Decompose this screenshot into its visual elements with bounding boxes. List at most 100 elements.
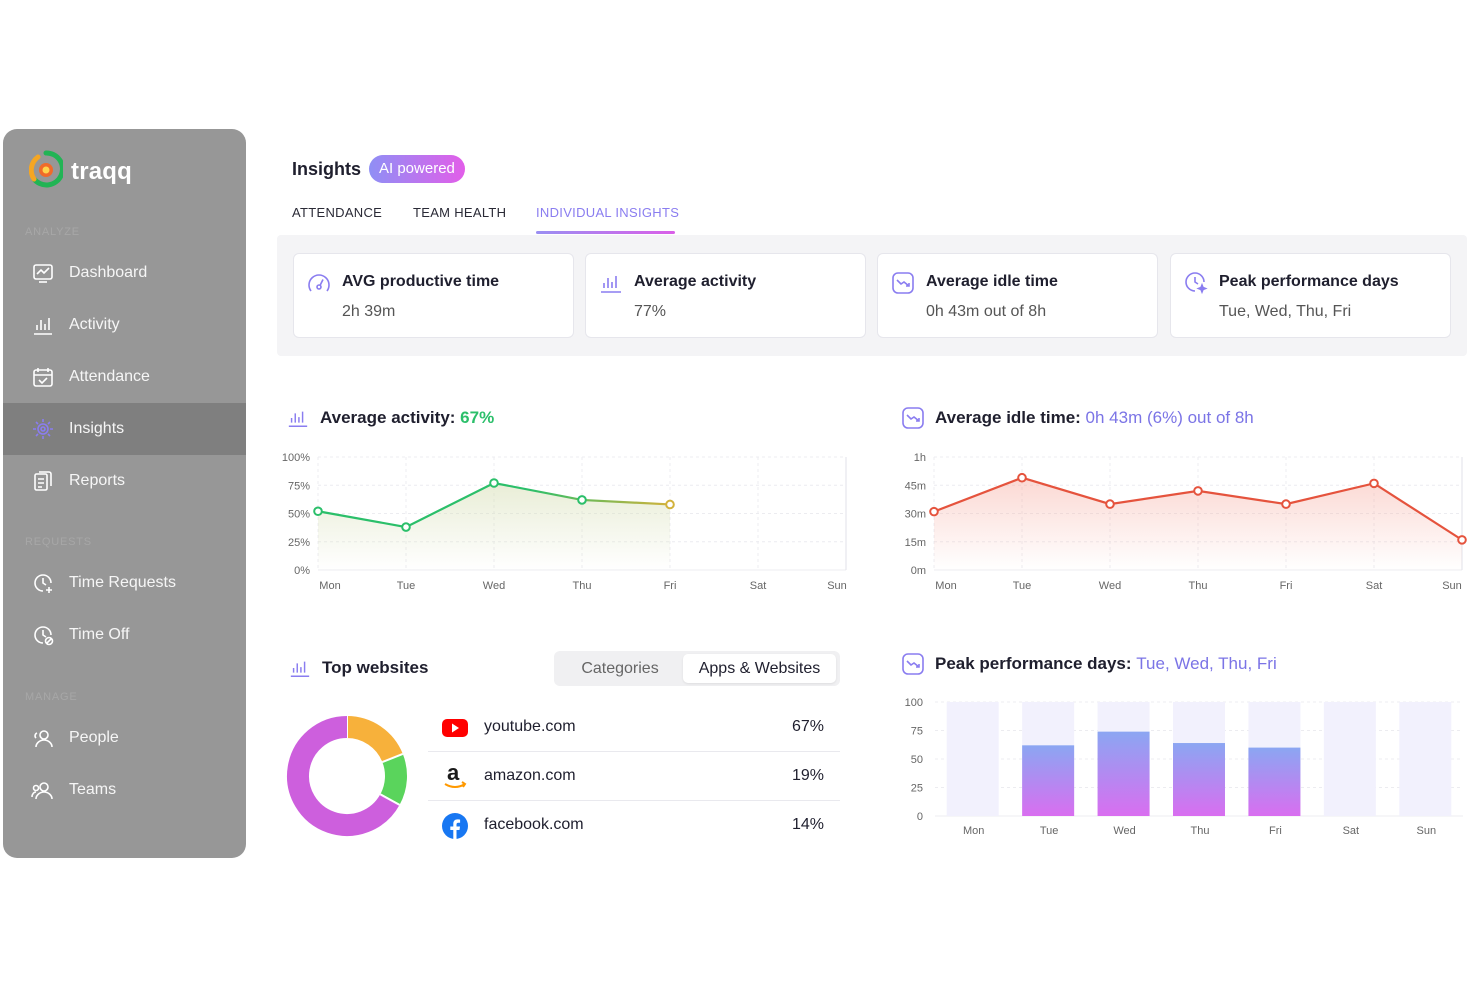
website-name: amazon.com bbox=[484, 767, 576, 784]
bar-chart-icon bbox=[598, 270, 624, 296]
data-point bbox=[489, 478, 499, 488]
lightbulb-icon bbox=[31, 417, 55, 441]
sidebar-item-label: People bbox=[69, 729, 119, 746]
clock-off-icon bbox=[31, 623, 55, 647]
data-point bbox=[1369, 478, 1379, 489]
x-tick-label: Fri bbox=[1280, 580, 1293, 592]
idle-line-chart: 1h 45m 30m 15m 0m Mon Tue Wed Thu Fri Sat Sun bbox=[905, 452, 1467, 592]
data-point bbox=[1193, 486, 1203, 496]
dashboard-icon bbox=[31, 261, 55, 285]
card-title: Peak performance days bbox=[1219, 273, 1399, 290]
website-name: facebook.com bbox=[484, 816, 584, 833]
y-tick-label: 15m bbox=[905, 537, 926, 549]
x-tick-label: Thu bbox=[1191, 825, 1210, 837]
website-percent: 14% bbox=[791, 816, 824, 833]
data-point bbox=[1281, 499, 1291, 509]
toggle-categories[interactable]: Categories bbox=[581, 660, 659, 677]
active-tab-indicator bbox=[536, 231, 675, 234]
y-tick-label: 1h bbox=[914, 452, 926, 464]
x-tick-label: Wed bbox=[1113, 825, 1135, 837]
sidebar-item-attendance[interactable]: Attendance bbox=[3, 351, 246, 403]
x-tick-label: Mon bbox=[935, 580, 956, 592]
idle-title-text: Average idle time: bbox=[935, 408, 1081, 427]
bar-background bbox=[946, 702, 999, 816]
card-value: 77% bbox=[634, 303, 667, 320]
website-percent: 19% bbox=[791, 767, 824, 784]
section-label-analyze: ANALYZE bbox=[25, 226, 80, 238]
donut-slice bbox=[346, 716, 403, 763]
bar bbox=[1248, 747, 1301, 816]
x-tick-label: Fri bbox=[664, 580, 677, 592]
card-title: Average activity bbox=[634, 273, 757, 290]
svg-text:a: a bbox=[447, 763, 460, 785]
traqq-logo-icon bbox=[28, 149, 65, 194]
x-tick-label: Wed bbox=[1099, 580, 1121, 592]
sidebar-item-time-requests[interactable]: Time Requests bbox=[3, 557, 246, 609]
tab-individual-insights[interactable]: INDIVIDUAL INSIGHTS bbox=[536, 205, 680, 220]
area-fill bbox=[934, 477, 1462, 570]
website-row[interactable]: a amazon.com 19% bbox=[428, 752, 840, 801]
website-row[interactable]: youtube.com 67% bbox=[428, 703, 840, 752]
x-tick-label: Mon bbox=[319, 580, 340, 592]
bar-chart-icon bbox=[288, 656, 312, 680]
sidebar-item-time-off[interactable]: Time Off bbox=[3, 609, 246, 661]
summary-card-idle-time: Average idle time 0h 43m out of 8h bbox=[877, 253, 1158, 338]
x-tick-label: Sat bbox=[750, 580, 767, 592]
summary-card-productive-time: AVG productive time 2h 39m bbox=[293, 253, 574, 338]
sidebar-item-insights[interactable]: Insights bbox=[3, 403, 246, 455]
toggle-apps-websites[interactable]: Apps & Websites bbox=[683, 654, 836, 683]
x-tick-label: Tue bbox=[1040, 825, 1059, 837]
section-label-manage: MANAGE bbox=[25, 691, 78, 703]
sidebar-item-teams[interactable]: Teams bbox=[3, 764, 246, 816]
bar-chart-icon bbox=[286, 406, 310, 430]
x-tick-label: Thu bbox=[573, 580, 592, 592]
card-value: 0h 43m out of 8h bbox=[926, 303, 1047, 320]
sidebar-item-label: Insights bbox=[69, 420, 125, 437]
y-tick-label: 75% bbox=[288, 480, 310, 492]
x-tick-label: Tue bbox=[1013, 580, 1032, 592]
sidebar-item-reports[interactable]: Reports bbox=[3, 455, 246, 507]
top-websites-title-text: Top websites bbox=[322, 658, 429, 677]
tab-attendance[interactable]: ATTENDANCE bbox=[292, 205, 383, 220]
gauge-icon bbox=[306, 270, 332, 296]
sidebar-item-label: Reports bbox=[69, 472, 126, 489]
bar-background bbox=[1399, 702, 1452, 816]
x-tick-label: Sun bbox=[1416, 825, 1436, 837]
sidebar-item-label: Teams bbox=[69, 781, 117, 798]
x-tick-label: Mon bbox=[963, 825, 984, 837]
logo[interactable]: traqq bbox=[28, 149, 132, 194]
card-value: 2h 39m bbox=[342, 303, 396, 320]
data-point bbox=[1457, 535, 1467, 545]
sidebar-item-dashboard[interactable]: Dashboard bbox=[3, 247, 246, 299]
trend-down-icon bbox=[901, 652, 925, 676]
summary-card-average-activity: Average activity 77% bbox=[585, 253, 866, 338]
y-tick-label: 75 bbox=[911, 726, 923, 738]
sidebar-item-label: Dashboard bbox=[69, 264, 148, 281]
activity-icon bbox=[31, 313, 55, 337]
y-tick-label: 25% bbox=[288, 537, 310, 549]
idle-chart-title: Average idle time: 0h 43m (6%) out of 8h bbox=[901, 406, 1254, 430]
page-title: Insights bbox=[292, 159, 362, 179]
website-name: youtube.com bbox=[484, 718, 576, 735]
y-tick-label: 100 bbox=[905, 697, 923, 709]
website-row[interactable]: facebook.com 14% bbox=[428, 801, 840, 850]
report-icon bbox=[31, 469, 55, 493]
bar bbox=[1097, 731, 1150, 816]
x-tick-label: Fri bbox=[1269, 825, 1282, 837]
y-tick-label: 25 bbox=[911, 783, 923, 795]
sidebar-item-people[interactable]: People bbox=[3, 712, 246, 764]
x-tick-label: Wed bbox=[483, 580, 505, 592]
sidebar-item-label: Time Requests bbox=[69, 574, 176, 591]
website-percent: 67% bbox=[791, 718, 824, 735]
calendar-check-icon bbox=[31, 365, 55, 389]
x-tick-label: Sat bbox=[1343, 825, 1360, 837]
activity-chart-title: Average activity: 67% bbox=[286, 406, 494, 430]
ai-powered-badge: AI powered bbox=[369, 155, 465, 183]
tab-team-health[interactable]: TEAM HEALTH bbox=[413, 205, 507, 220]
x-tick-label: Thu bbox=[1189, 580, 1208, 592]
donut-slice bbox=[380, 753, 407, 805]
view-toggle: Categories Apps & Websites bbox=[554, 651, 840, 686]
people-icon bbox=[31, 726, 55, 750]
sidebar: traqq ANALYZE Dashboard Activity Attenda… bbox=[3, 129, 246, 858]
sidebar-item-activity[interactable]: Activity bbox=[3, 299, 246, 351]
